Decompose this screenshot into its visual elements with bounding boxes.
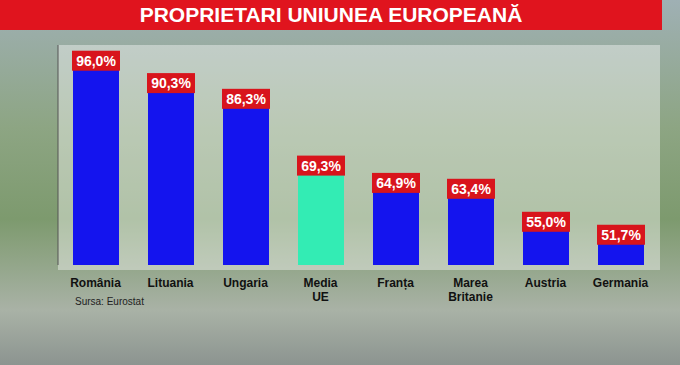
svg-text:Lituania: Lituania <box>147 276 193 290</box>
svg-text:România: România <box>70 276 121 290</box>
svg-text:Germania: Germania <box>593 276 649 290</box>
svg-text:63,4%: 63,4% <box>451 181 491 197</box>
svg-text:69,3%: 69,3% <box>301 158 341 174</box>
svg-text:55,0%: 55,0% <box>526 214 566 230</box>
svg-text:96,0%: 96,0% <box>76 53 116 69</box>
svg-text:86,3%: 86,3% <box>226 91 266 107</box>
svg-text:51,7%: 51,7% <box>601 227 641 243</box>
svg-text:Franța: Franța <box>377 276 414 290</box>
svg-text:MediaUE: MediaUE <box>303 276 337 304</box>
svg-text:90,3%: 90,3% <box>151 75 191 91</box>
svg-text:MareaBritanie: MareaBritanie <box>448 276 493 304</box>
svg-text:Ungaria: Ungaria <box>223 276 268 290</box>
html-text:PROPRIETARI UNIUNEA EUROPEANĂ: PROPRIETARI UNIUNEA EUROPEANĂ <box>139 3 523 26</box>
svg-text:64,9%: 64,9% <box>376 175 416 191</box>
html-text:Sursa: Eurostat: Sursa: Eurostat <box>75 296 144 307</box>
svg-text:Austria: Austria <box>525 276 567 290</box>
